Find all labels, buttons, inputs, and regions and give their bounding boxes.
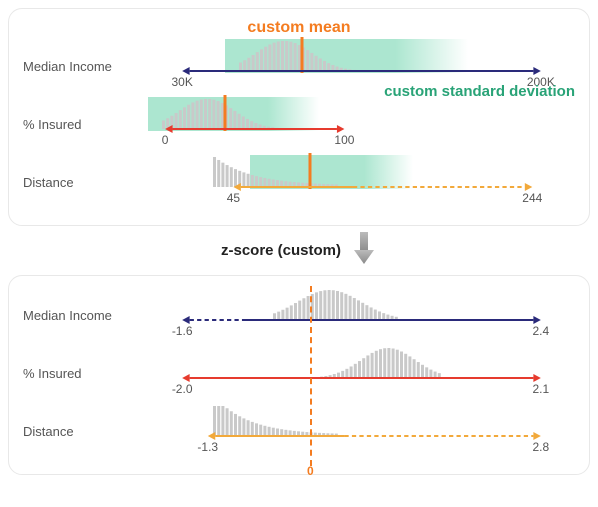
bottom-row: Median Income -1.6 2.4: [23, 286, 575, 344]
bottom-row: Distance -1.3 2.8: [23, 402, 575, 460]
axis-right-label: 2.8: [532, 440, 549, 454]
axis-right-label: 100: [334, 133, 354, 147]
row-vis: 45 244: [148, 153, 575, 211]
row-label: Distance: [23, 424, 148, 439]
bottom-panel: Median Income -1.6 2.4 % Insured -2.0 2.1 Dist…: [8, 275, 590, 475]
top-row: % Insured 0 100: [23, 95, 575, 153]
axis-left-label: -2.0: [172, 382, 193, 396]
down-arrow-icon: [351, 232, 377, 269]
axis: [148, 95, 575, 153]
zero-label: 0: [307, 464, 314, 478]
row-vis: -2.0 2.1: [148, 344, 575, 402]
axis: [148, 286, 575, 344]
top-panel: custom mean Median Income30K200Kcustom s…: [8, 8, 590, 226]
row-vis: 0 100: [148, 95, 575, 153]
z-score-label: z-score (custom): [221, 242, 341, 259]
row-vis: -1.6 2.4: [148, 286, 575, 344]
row-label: Distance: [23, 175, 148, 190]
custom-mean-title: custom mean: [23, 19, 575, 37]
z-score-arrow-zone: z-score (custom): [8, 232, 590, 269]
axis-right-label: 244: [522, 191, 542, 205]
row-label: Median Income: [23, 308, 148, 323]
axis: [148, 344, 575, 402]
axis: [148, 153, 575, 211]
row-label: Median Income: [23, 59, 148, 74]
axis-left-label: 30K: [171, 75, 192, 89]
axis-left-label: -1.3: [197, 440, 218, 454]
row-vis: -1.3 2.8: [148, 402, 575, 460]
top-row: Median Income30K200Kcustom standard devi…: [23, 37, 575, 95]
axis-right-label: 2.1: [532, 382, 549, 396]
row-label: % Insured: [23, 366, 148, 381]
axis-left-label: 0: [162, 133, 169, 147]
row-label: % Insured: [23, 117, 148, 132]
row-vis: 30K200Kcustom standard deviation: [148, 37, 575, 95]
axis-left-label: -1.6: [172, 324, 193, 338]
axis-right-label: 2.4: [532, 324, 549, 338]
top-row: Distance 45 244: [23, 153, 575, 211]
axis-left-label: 45: [227, 191, 240, 205]
zero-dashed-line: [310, 286, 312, 466]
bottom-row: % Insured -2.0 2.1: [23, 344, 575, 402]
